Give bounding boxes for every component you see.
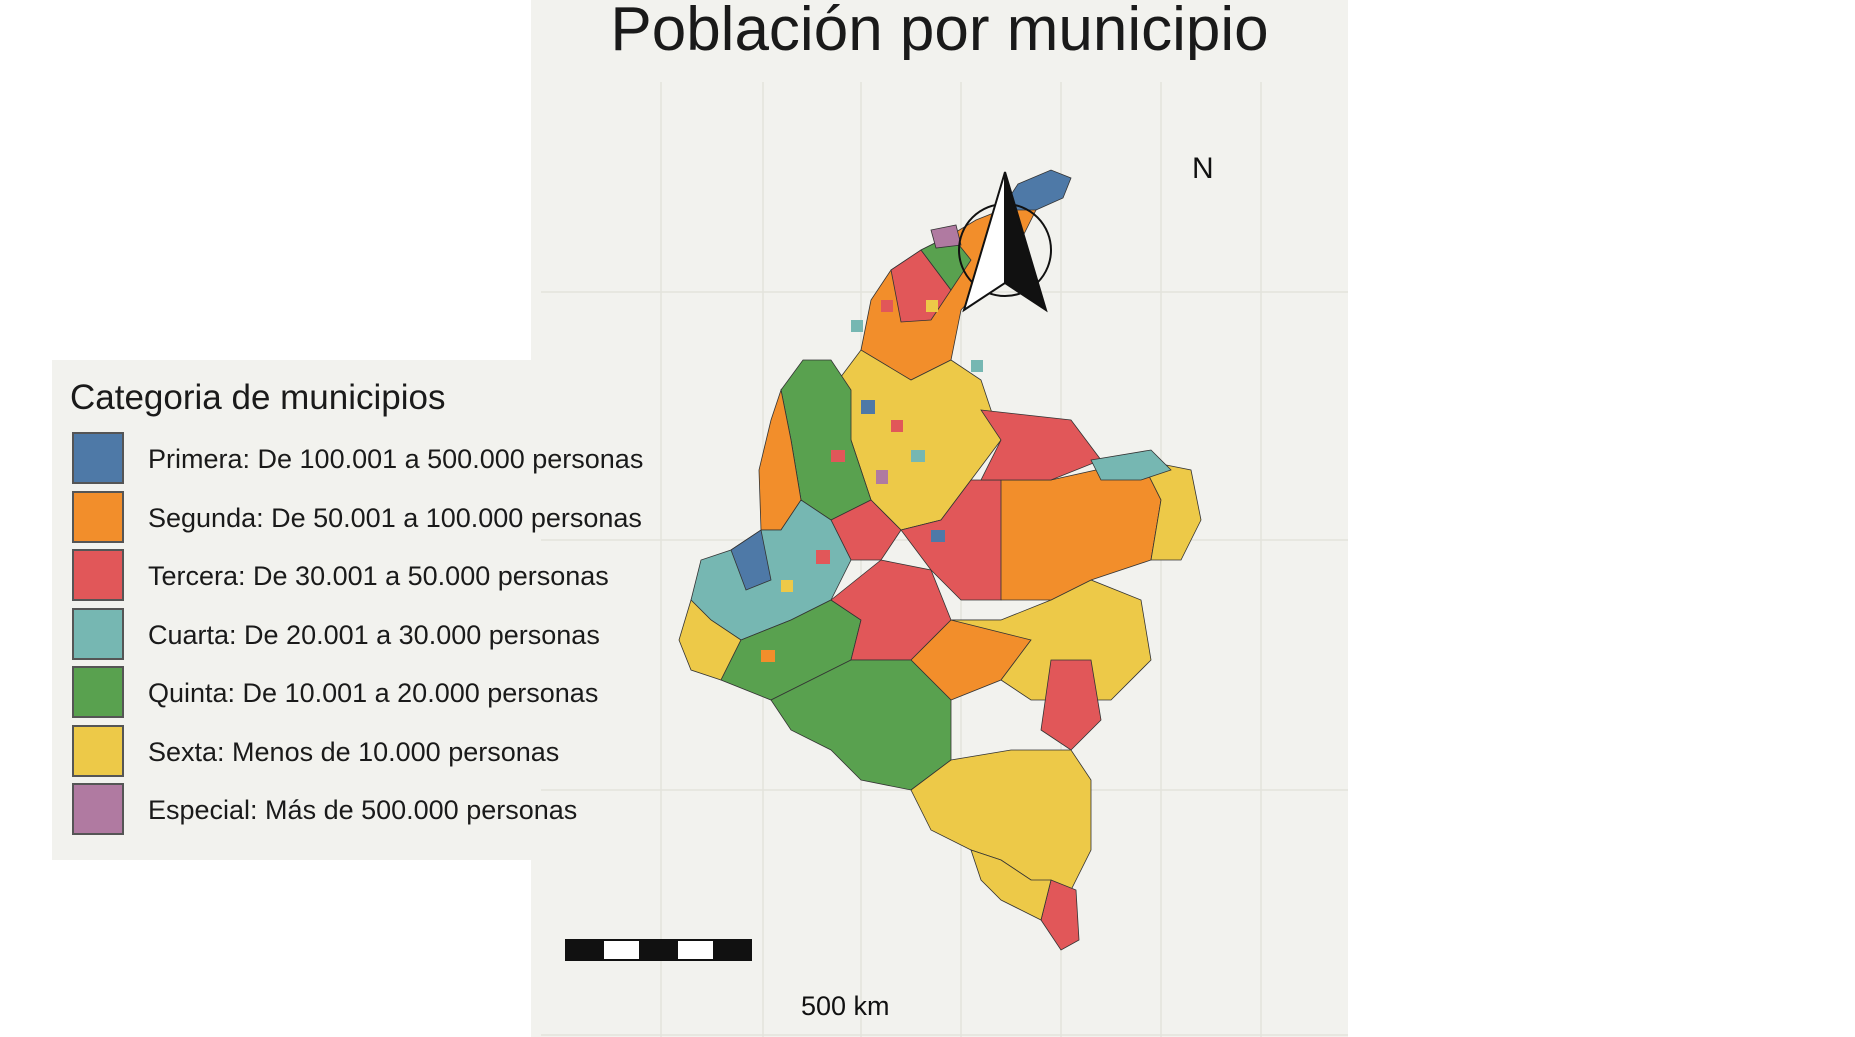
region-arauca bbox=[980, 409, 1102, 481]
legend-swatch bbox=[72, 666, 124, 718]
legend-title: Categoria de municipios bbox=[70, 378, 446, 417]
legend-label: Sexta: Menos de 10.000 personas bbox=[148, 737, 560, 767]
legend-item-sexta: Sexta: Menos de 10.000 personas bbox=[72, 725, 559, 781]
region-pacific-blue bbox=[730, 529, 772, 591]
region-center-mix bbox=[830, 499, 902, 561]
region-east-yellow bbox=[950, 579, 1152, 701]
region-amazonas bbox=[970, 849, 1052, 921]
legend-swatch bbox=[72, 432, 124, 484]
legend-label: Tercera: De 30.001 a 50.000 personas bbox=[148, 561, 609, 591]
legend-item-tercera: Tercera: De 30.001 a 50.000 personas bbox=[72, 549, 609, 605]
municipality-speckles bbox=[761, 300, 983, 662]
region-vaupes bbox=[910, 749, 1092, 891]
legend-swatch bbox=[72, 608, 124, 660]
map-canvas bbox=[541, 82, 1348, 1037]
north-label: N bbox=[1192, 152, 1214, 185]
legend-swatch bbox=[72, 491, 124, 543]
scale-label: 500 km bbox=[801, 991, 890, 1021]
legend-label: Cuarta: De 20.001 a 30.000 personas bbox=[148, 620, 600, 650]
scale-bar bbox=[565, 939, 752, 961]
legend-item-segunda: Segunda: De 50.001 a 100.000 personas bbox=[72, 491, 642, 547]
legend-label: Quinta: De 10.001 a 20.000 personas bbox=[148, 678, 599, 708]
region-vichada-yellow bbox=[1140, 459, 1202, 561]
legend-item-cuarta: Cuarta: De 20.001 a 30.000 personas bbox=[72, 608, 600, 664]
legend-swatch bbox=[72, 725, 124, 777]
legend-label: Primera: De 100.001 a 500.000 personas bbox=[148, 444, 644, 474]
region-orinoquia-red bbox=[900, 479, 1002, 601]
north-arrow-icon bbox=[958, 171, 1052, 313]
legend-label: Segunda: De 50.001 a 100.000 personas bbox=[148, 503, 642, 533]
map-title: Población por municipio bbox=[610, 0, 1269, 60]
region-vichada bbox=[980, 459, 1162, 601]
region-guainia bbox=[1040, 659, 1102, 751]
colombia-map bbox=[678, 169, 1202, 951]
legend-item-especial: Especial: Más de 500.000 personas bbox=[72, 783, 577, 839]
region-caribbean-mix3 bbox=[930, 224, 962, 249]
legend-swatch bbox=[72, 783, 124, 835]
legend-item-quinta: Quinta: De 10.001 a 20.000 personas bbox=[72, 666, 598, 722]
legend-item-primera: Primera: De 100.001 a 500.000 personas bbox=[72, 432, 643, 488]
legend: Categoria de municipios Primera: De 100.… bbox=[52, 360, 643, 860]
legend-label: Especial: Más de 500.000 personas bbox=[148, 795, 578, 825]
region-arauca-teal bbox=[1090, 449, 1172, 481]
legend-swatch bbox=[72, 549, 124, 601]
